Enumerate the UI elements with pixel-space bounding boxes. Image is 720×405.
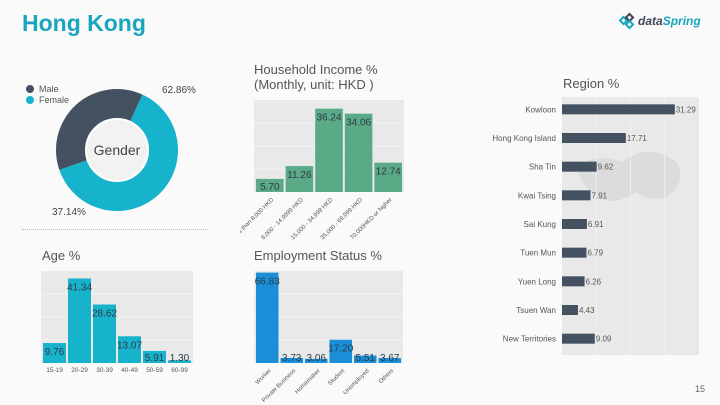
bar bbox=[168, 360, 191, 363]
bar bbox=[285, 166, 314, 192]
bar bbox=[315, 108, 343, 192]
bar bbox=[329, 339, 352, 363]
data-label: 9.09 bbox=[596, 335, 612, 344]
bar bbox=[280, 357, 303, 363]
data-label: 6.91 bbox=[588, 220, 604, 229]
category-label: Sha Tin bbox=[529, 163, 556, 172]
bar bbox=[562, 305, 578, 315]
employment-chart-title: Employment Status % bbox=[254, 248, 382, 263]
data-label: 28.62 bbox=[92, 308, 117, 319]
bar bbox=[305, 358, 328, 363]
income-chart-title: Household Income % (Monthly, unit: HKD ) bbox=[254, 62, 378, 92]
region-chart-title: Region % bbox=[563, 76, 620, 91]
slice-label-male: 37.14% bbox=[52, 207, 86, 218]
donut-slice-male bbox=[56, 89, 143, 170]
logo-text: dataSpring bbox=[638, 14, 701, 28]
bar bbox=[354, 355, 377, 363]
data-label: 41.34 bbox=[67, 282, 92, 293]
bar bbox=[344, 113, 373, 192]
data-label: 31.29 bbox=[676, 105, 697, 114]
donut-slice-female bbox=[59, 94, 179, 211]
tick-label: Homemaker bbox=[294, 368, 321, 395]
bar bbox=[562, 190, 591, 201]
donut-center-label: Gender bbox=[94, 142, 141, 158]
page-number: 15 bbox=[695, 384, 706, 394]
bar bbox=[93, 304, 116, 363]
category-label: Kwai Tsing bbox=[518, 191, 556, 200]
bar bbox=[374, 162, 402, 192]
data-label: 5.51 bbox=[356, 353, 376, 364]
data-label: 12.74 bbox=[376, 167, 401, 178]
tick-label: Worker bbox=[255, 368, 273, 386]
bar bbox=[562, 247, 587, 258]
tick-label: Others bbox=[378, 368, 395, 385]
bar bbox=[256, 272, 279, 363]
tick-label: Unemployed bbox=[343, 368, 371, 396]
data-label: 5.70 bbox=[260, 182, 280, 193]
bar bbox=[256, 178, 284, 192]
bar bbox=[562, 104, 675, 115]
category-label: Tuen Mun bbox=[520, 249, 556, 258]
page-title: Hong Kong bbox=[22, 10, 146, 36]
legend-marker-male bbox=[26, 85, 34, 93]
category-label: Sai Kung bbox=[524, 220, 556, 229]
hong-kong-map-silhouette bbox=[577, 152, 681, 201]
data-label: 1.30 bbox=[170, 353, 190, 364]
bar bbox=[118, 336, 141, 363]
age-bar-chart: 9.76 15-19 41.34 20-29 28.62 30-39 13.07 40-49 5… bbox=[41, 271, 193, 374]
tick-label: 20-29 bbox=[71, 367, 88, 374]
data-label: 66.83 bbox=[255, 277, 280, 288]
bar bbox=[562, 133, 626, 143]
category-label: New Territories bbox=[503, 335, 556, 344]
data-label: 3.06 bbox=[307, 353, 327, 364]
bar bbox=[562, 333, 595, 344]
bar bbox=[43, 343, 66, 363]
bar bbox=[562, 219, 587, 229]
data-label: 13.07 bbox=[117, 340, 142, 351]
region-bar-chart: 31.29 Kowloon 17.71 Hong Kong Island 9.62 Sha… bbox=[492, 97, 699, 355]
tick-label: 60-99 bbox=[171, 367, 188, 374]
category-label: Hong Kong Island bbox=[492, 134, 556, 143]
age-chart-title: Age % bbox=[42, 248, 81, 263]
category-label: Tsuen Wan bbox=[516, 306, 556, 315]
data-label: 4.43 bbox=[579, 306, 595, 315]
data-label: 9.76 bbox=[45, 347, 65, 358]
data-label: 3.67 bbox=[380, 353, 400, 364]
bar bbox=[378, 358, 401, 363]
data-label: 36.24 bbox=[316, 113, 341, 124]
data-label: 6.79 bbox=[587, 249, 603, 258]
category-label: Kowloon bbox=[525, 105, 556, 114]
data-label: 7.91 bbox=[592, 191, 608, 200]
data-label: 17.20 bbox=[328, 344, 353, 355]
logo-icon bbox=[618, 12, 635, 30]
donut-center bbox=[85, 118, 149, 182]
data-label: 17.71 bbox=[627, 134, 648, 143]
bar bbox=[562, 276, 585, 287]
data-label: 11.26 bbox=[287, 170, 312, 181]
tick-label: 50-59 bbox=[146, 367, 163, 374]
tick-label: 30-39 bbox=[96, 367, 113, 374]
data-label: 9.62 bbox=[598, 163, 614, 172]
data-label: 34.06 bbox=[346, 118, 371, 129]
tick-label: Student bbox=[327, 368, 346, 387]
data-label: 5.91 bbox=[145, 353, 165, 364]
slice-label-female: 62.86% bbox=[162, 85, 196, 96]
bar bbox=[562, 161, 597, 172]
legend-marker-female bbox=[26, 96, 34, 104]
bar bbox=[68, 278, 91, 363]
legend-label-male: Male bbox=[39, 84, 59, 94]
tick-label: 40-49 bbox=[121, 367, 138, 374]
bar bbox=[143, 350, 166, 363]
category-label: Yuen Long bbox=[518, 277, 556, 286]
data-label: 3.73 bbox=[282, 353, 302, 364]
data-label: 6.26 bbox=[586, 277, 602, 286]
tick-label: 15-19 bbox=[46, 367, 63, 374]
brand-logo: dataSpring bbox=[618, 12, 701, 30]
section-divider bbox=[22, 229, 208, 230]
legend-label-female: Female bbox=[39, 95, 69, 105]
